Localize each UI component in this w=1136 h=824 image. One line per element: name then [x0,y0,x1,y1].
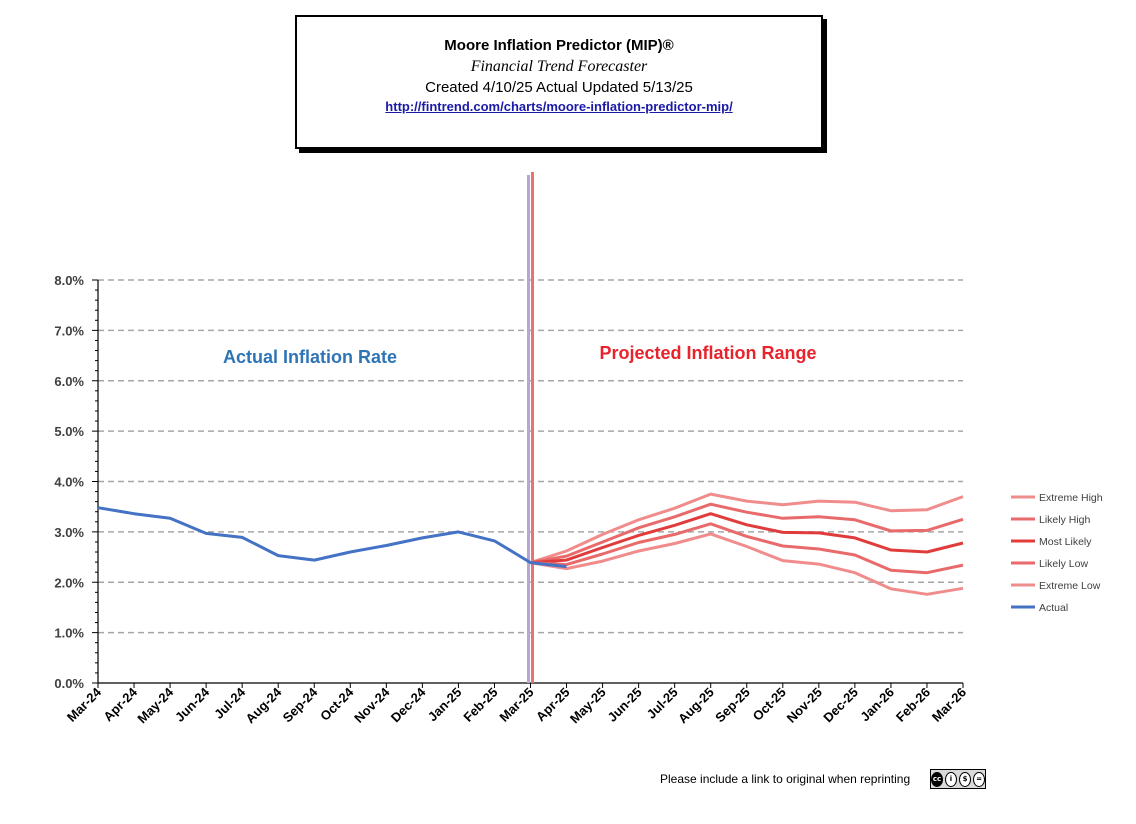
y-tick-label: 8.0% [54,273,84,288]
series-line-extreme-high [530,492,964,565]
source-link[interactable]: http://fintrend.com/charts/moore-inflati… [385,99,733,114]
x-tick-label: Feb-26 [893,685,933,725]
creative-commons-license-icon[interactable]: cc i $ = [930,769,986,789]
legend-label: Likely Low [1039,558,1088,570]
x-tick-label: Mar-26 [929,685,969,725]
x-tick-label: Mar-25 [496,685,536,725]
x-tick-label: Jun-24 [172,684,213,725]
series-line-likely-high [530,502,964,565]
legend-label: Actual [1039,602,1068,614]
y-tick-label: 7.0% [54,323,84,338]
x-tick-label: Feb-25 [460,685,500,725]
x-tick-label: Nov-24 [351,684,393,726]
x-tick-label: May-25 [567,685,609,727]
nd-icon: = [973,771,985,787]
x-tick-label: Apr-25 [533,685,573,725]
y-tick-label: 5.0% [54,424,84,439]
legend-label: Extreme High [1039,492,1103,504]
annotation-actual-rate: Actual Inflation Rate [223,347,397,367]
x-tick-label: Aug-24 [243,684,285,726]
y-tick-label: 1.0% [54,626,84,641]
series-line-actual [97,506,567,569]
x-tick-label: Apr-24 [100,684,140,724]
y-tick-label: 3.0% [54,525,84,540]
x-tick-label: Oct-25 [750,685,789,724]
x-tick-label: Jun-25 [605,685,645,725]
cc-icon: cc [931,771,943,787]
y-tick-label: 2.0% [54,575,84,590]
x-tick-label: May-24 [134,684,176,726]
series-line-likely-low [530,522,964,575]
by-icon: i [945,771,957,787]
nc-icon: $ [959,771,971,787]
series-line-extreme-low [530,532,964,596]
legend-label: Extreme Low [1039,580,1101,592]
reprint-note: Please include a link to original when r… [660,772,911,786]
x-tick-label: Aug-25 [675,685,717,727]
x-tick-label: Dec-25 [820,685,861,726]
chart-created-date: Created 4/10/25 Actual Updated 5/13/25 [425,79,693,96]
x-tick-label: Sep-25 [712,685,753,726]
x-tick-label: Oct-24 [317,684,357,724]
chart-title: Moore Inflation Predictor (MIP)® [444,37,674,54]
chart-subtitle: Financial Trend Forecaster [470,58,648,75]
x-tick-label: Jan-26 [857,685,897,725]
y-tick-label: 6.0% [54,374,84,389]
y-tick-label: 4.0% [54,475,84,490]
x-tick-label: Jan-25 [425,685,465,725]
y-tick-label: 0.0% [54,676,84,691]
chart-title-box: Moore Inflation Predictor (MIP)® Financi… [295,15,823,149]
series-line-most-likely [530,512,964,565]
x-tick-label: Dec-24 [388,684,429,725]
legend-label: Likely High [1039,514,1091,526]
legend-label: Most Likely [1039,536,1092,548]
x-tick-label: Nov-25 [784,685,825,726]
x-tick-label: Sep-24 [280,684,321,725]
annotation-projected-range: Projected Inflation Range [599,343,816,363]
